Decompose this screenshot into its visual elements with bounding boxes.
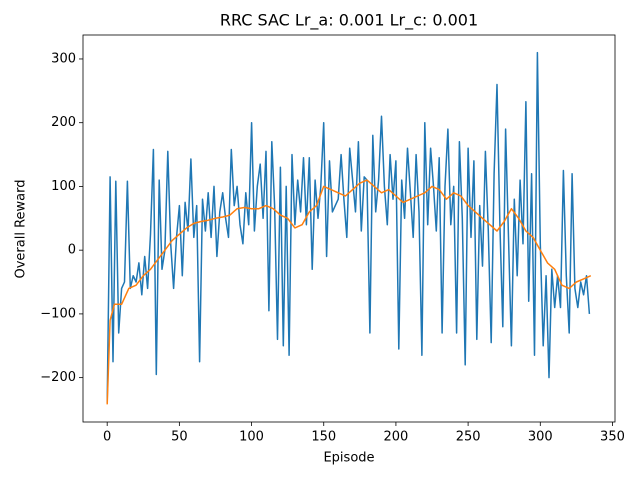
y-tick-label: 0 [68,243,76,258]
chart-title: RRC SAC Lr_a: 0.001 Lr_c: 0.001 [220,11,478,31]
y-tick-label: 100 [51,179,76,194]
y-tick-label: 300 [51,51,76,66]
x-tick-label: 300 [528,430,553,445]
x-axis-label: Episode [323,451,374,466]
x-tick-label: 250 [456,430,481,445]
y-tick-label: −200 [40,370,76,385]
x-tick-label: 0 [103,430,111,445]
x-tick-label: 150 [311,430,336,445]
x-tick-label: 50 [171,430,188,445]
y-tick-label: −100 [40,306,76,321]
series-line [106,179,592,405]
y-tick-label: 200 [51,115,76,130]
plot-frame [82,34,616,423]
x-tick-label: 350 [600,430,625,445]
x-tick-label: 100 [239,430,264,445]
x-tick-label: 200 [384,430,409,445]
series-line [106,51,591,404]
y-axis-label: Overall Reward [14,179,29,278]
